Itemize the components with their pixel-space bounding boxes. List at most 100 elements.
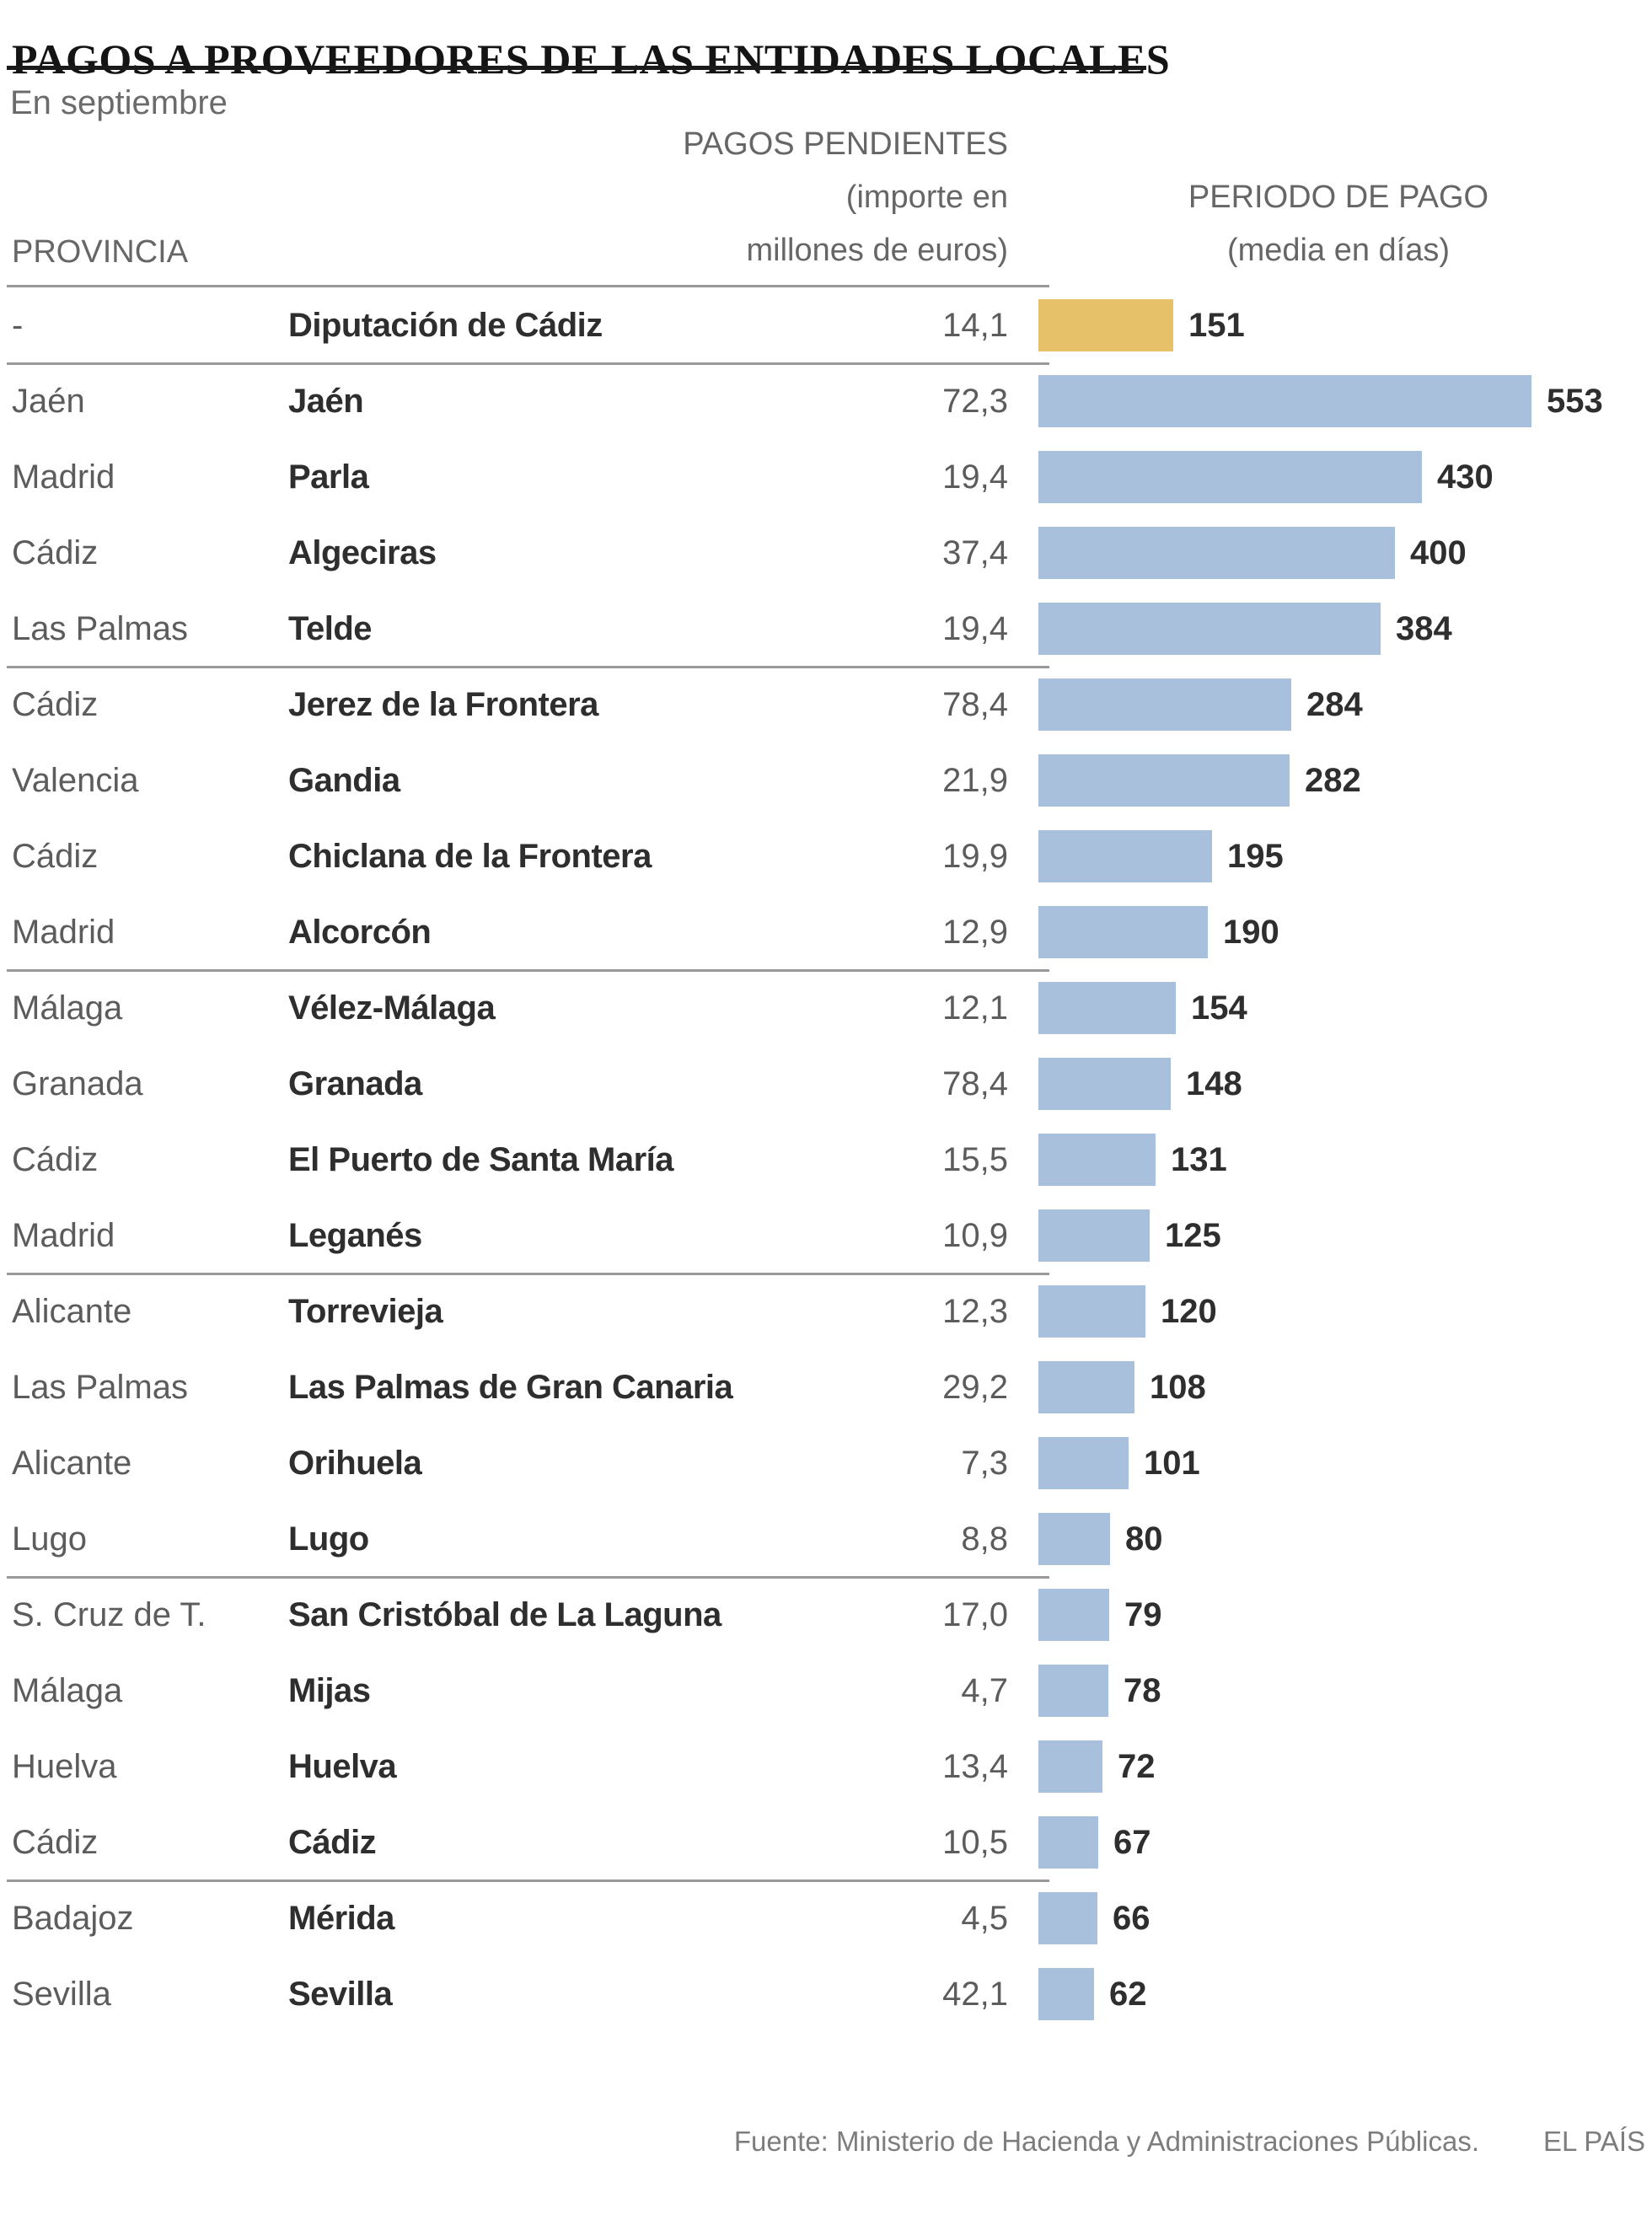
pending-cell: 14,1 bbox=[942, 307, 1008, 344]
municipality-cell: Mijas bbox=[288, 1672, 371, 1709]
period-value: 282 bbox=[1305, 762, 1361, 799]
table-row: Madrid Leganés 10,9 125 bbox=[0, 1198, 1652, 1275]
table-row: Las Palmas Telde 19,4 384 bbox=[0, 591, 1652, 668]
period-bar bbox=[1038, 1665, 1108, 1717]
period-value: 72 bbox=[1118, 1748, 1156, 1785]
period-value: 66 bbox=[1113, 1900, 1150, 1937]
municipality-cell: Las Palmas de Gran Canaria bbox=[288, 1369, 733, 1406]
municipality-cell: Leganés bbox=[288, 1217, 422, 1254]
pending-cell: 42,1 bbox=[942, 1976, 1008, 2013]
municipality-cell: Cádiz bbox=[288, 1824, 377, 1861]
period-value: 430 bbox=[1437, 458, 1494, 496]
pending-cell: 12,9 bbox=[942, 914, 1008, 951]
period-bar bbox=[1038, 1513, 1110, 1565]
period-bar bbox=[1038, 1740, 1102, 1793]
table-row: Badajoz Mérida 4,5 66 bbox=[0, 1880, 1652, 1956]
pending-cell: 15,5 bbox=[942, 1141, 1008, 1178]
province-cell: Granada bbox=[12, 1065, 143, 1102]
period-value: 151 bbox=[1188, 307, 1245, 344]
pending-cell: 78,4 bbox=[942, 1065, 1008, 1102]
period-value: 79 bbox=[1124, 1596, 1162, 1633]
period-bar bbox=[1038, 830, 1212, 882]
period-value: 154 bbox=[1191, 989, 1247, 1027]
province-cell: Málaga bbox=[12, 989, 123, 1027]
pending-cell: 8,8 bbox=[961, 1520, 1008, 1558]
column-header-province: PROVINCIA bbox=[12, 234, 189, 270]
municipality-cell: Vélez-Málaga bbox=[288, 989, 496, 1027]
column-header-pending: PAGOS PENDIENTES (importe en millones de… bbox=[539, 118, 1008, 277]
table-row: Málaga Vélez-Málaga 12,1 154 bbox=[0, 970, 1652, 1046]
table-row: Alicante Orihuela 7,3 101 bbox=[0, 1425, 1652, 1501]
column-header-period-line1: PERIODO DE PAGO bbox=[1188, 180, 1489, 215]
province-cell: Cádiz bbox=[12, 534, 99, 571]
column-header-pending-line3: millones de euros) bbox=[746, 233, 1008, 268]
pending-cell: 13,4 bbox=[942, 1748, 1008, 1785]
period-value: 284 bbox=[1306, 686, 1363, 723]
municipality-cell: Parla bbox=[288, 458, 369, 496]
period-value: 67 bbox=[1113, 1824, 1151, 1861]
province-cell: Cádiz bbox=[12, 838, 99, 875]
column-header-pending-line2: (importe en bbox=[845, 180, 1008, 215]
pending-cell: 19,4 bbox=[942, 610, 1008, 647]
pending-cell: 7,3 bbox=[961, 1445, 1008, 1482]
province-cell: Valencia bbox=[12, 762, 139, 799]
province-cell: Huelva bbox=[12, 1748, 117, 1785]
province-cell: Madrid bbox=[12, 914, 115, 951]
period-bar bbox=[1038, 982, 1176, 1034]
pending-cell: 12,1 bbox=[942, 989, 1008, 1027]
table-row: Cádiz Jerez de la Frontera 78,4 284 bbox=[0, 667, 1652, 743]
pending-cell: 12,3 bbox=[942, 1293, 1008, 1330]
period-bar bbox=[1038, 906, 1208, 958]
municipality-cell: San Cristóbal de La Laguna bbox=[288, 1596, 721, 1633]
period-bar bbox=[1038, 375, 1531, 427]
province-cell: Las Palmas bbox=[12, 1369, 188, 1406]
period-bar bbox=[1038, 1134, 1156, 1186]
period-value: 384 bbox=[1396, 610, 1452, 647]
column-header-period: PERIODO DE PAGO (media en días) bbox=[1089, 171, 1588, 277]
footer-source: Fuente: Ministerio de Hacienda y Adminis… bbox=[733, 2126, 1479, 2157]
table-row: - Diputación de Cádiz 14,1 151 bbox=[0, 287, 1652, 365]
table-row: Madrid Alcorcón 12,9 190 bbox=[0, 894, 1652, 972]
pending-cell: 29,2 bbox=[942, 1369, 1008, 1406]
pending-cell: 10,5 bbox=[942, 1824, 1008, 1861]
period-value: 120 bbox=[1161, 1293, 1217, 1330]
table-row: Cádiz Algeciras 37,4 400 bbox=[0, 515, 1652, 591]
municipality-cell: Chiclana de la Frontera bbox=[288, 838, 652, 875]
pending-cell: 4,7 bbox=[961, 1672, 1008, 1709]
municipality-cell: Sevilla bbox=[288, 1976, 393, 2013]
period-bar bbox=[1038, 299, 1173, 351]
period-bar bbox=[1038, 451, 1422, 503]
period-value: 553 bbox=[1547, 383, 1603, 420]
province-cell: Málaga bbox=[12, 1672, 123, 1709]
column-header-pending-line1: PAGOS PENDIENTES bbox=[683, 126, 1008, 162]
table-row: Las Palmas Las Palmas de Gran Canaria 29… bbox=[0, 1349, 1652, 1425]
municipality-cell: Lugo bbox=[288, 1520, 369, 1558]
data-table: - Diputación de Cádiz 14,1 151 Jaén Jaén… bbox=[0, 287, 1652, 2032]
pending-cell: 10,9 bbox=[942, 1217, 1008, 1254]
municipality-cell: El Puerto de Santa María bbox=[288, 1141, 674, 1178]
period-bar bbox=[1038, 1285, 1145, 1338]
municipality-cell: Telde bbox=[288, 610, 373, 647]
table-row: Huelva Huelva 13,4 72 bbox=[0, 1729, 1652, 1804]
municipality-cell: Torrevieja bbox=[288, 1293, 443, 1330]
pending-cell: 17,0 bbox=[942, 1596, 1008, 1633]
period-value: 131 bbox=[1171, 1141, 1227, 1178]
pending-cell: 19,9 bbox=[942, 838, 1008, 875]
period-value: 78 bbox=[1124, 1672, 1161, 1709]
table-row: Cádiz Cádiz 10,5 67 bbox=[0, 1804, 1652, 1882]
province-cell: Madrid bbox=[12, 458, 115, 496]
period-bar bbox=[1038, 1361, 1134, 1413]
municipality-cell: Mérida bbox=[288, 1900, 394, 1937]
header-rule bbox=[7, 285, 1049, 287]
province-cell: Alicante bbox=[12, 1445, 132, 1482]
page-title: PAGOS A PROVEEDORES DE LAS ENTIDADES LOC… bbox=[12, 35, 1171, 83]
province-cell: S. Cruz de T. bbox=[12, 1596, 206, 1633]
province-cell: Alicante bbox=[12, 1293, 132, 1330]
table-row: Granada Granada 78,4 148 bbox=[0, 1046, 1652, 1122]
province-cell: Lugo bbox=[12, 1520, 87, 1558]
period-bar bbox=[1038, 527, 1395, 579]
period-bar bbox=[1038, 1437, 1129, 1489]
period-value: 62 bbox=[1109, 1976, 1147, 2013]
municipality-cell: Gandia bbox=[288, 762, 400, 799]
pending-cell: 19,4 bbox=[942, 458, 1008, 496]
